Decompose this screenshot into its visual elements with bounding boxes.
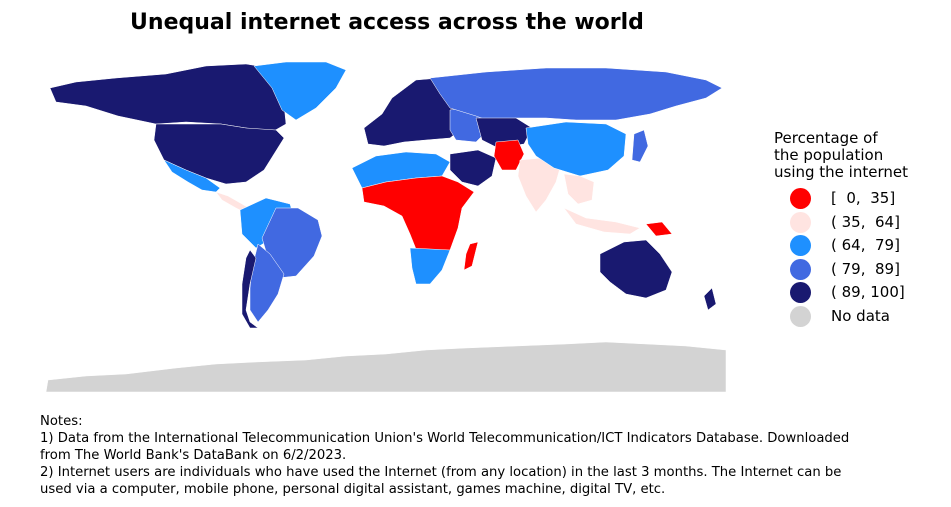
- region-russia: [429, 67, 723, 123]
- region-japan: [631, 129, 649, 163]
- notes-line-3: from The World Bank's DataBank on 6/2/20…: [40, 448, 347, 463]
- legend-title-line-2: the population: [774, 146, 884, 164]
- region-chile: [241, 249, 259, 329]
- region-sub-saharan-africa: [361, 175, 475, 255]
- legend-swatch: [790, 211, 811, 233]
- region-greenland: [253, 61, 347, 121]
- region-australia: [599, 239, 673, 299]
- region-north-america-north: [49, 63, 287, 133]
- legend-label: [ 0, 35]: [831, 189, 896, 208]
- legend-item-79-89: ( 79, 89]: [774, 258, 908, 282]
- legend-swatch: [790, 188, 811, 210]
- notes-line-4: 2) Internet users are individuals who ha…: [40, 465, 842, 480]
- legend-title-line-1: Percentage of: [774, 129, 878, 147]
- notes-line-1: Notes:: [40, 414, 83, 429]
- legend-item-35-64: ( 35, 64]: [774, 211, 908, 235]
- legend-swatch: [790, 282, 811, 304]
- legend-item-0-35: [ 0, 35]: [774, 187, 908, 211]
- region-new-zealand: [703, 287, 717, 311]
- region-southeast-asia: [563, 173, 595, 205]
- region-indonesia: [563, 207, 641, 235]
- legend-label: ( 79, 89]: [831, 259, 900, 278]
- legend: Percentage of the population using the i…: [774, 130, 908, 328]
- legend-title-line-3: using the internet: [774, 163, 908, 181]
- region-afghanistan-pakistan: [493, 139, 525, 171]
- world-map: [46, 61, 726, 392]
- legend-title: Percentage of the population using the i…: [774, 130, 908, 181]
- legend-label: ( 89, 100]: [831, 283, 905, 302]
- legend-swatch: [790, 258, 811, 280]
- region-papua: [645, 221, 673, 237]
- region-middle-east: [449, 149, 497, 187]
- legend-label: No data: [831, 306, 890, 325]
- region-usa: [153, 123, 285, 185]
- region-antarctica: [46, 341, 726, 392]
- map-title: Unequal internet access across the world: [130, 10, 644, 35]
- region-southern-africa: [409, 247, 451, 285]
- legend-item-89-100: ( 89, 100]: [774, 281, 908, 305]
- region-china: [525, 121, 627, 177]
- region-madagascar: [463, 241, 479, 271]
- notes-line-5: used via a computer, mobile phone, perso…: [40, 482, 666, 497]
- legend-label: ( 64, 79]: [831, 236, 900, 255]
- notes-line-2: 1) Data from the International Telecommu…: [40, 431, 850, 446]
- region-brazil: [261, 207, 323, 279]
- legend-swatch: [790, 305, 811, 327]
- legend-swatch: [790, 235, 811, 257]
- notes: Notes: 1) Data from the International Te…: [40, 413, 945, 498]
- legend-item-64-79: ( 64, 79]: [774, 234, 908, 258]
- legend-label: ( 35, 64]: [831, 212, 900, 231]
- legend-item-no-data: No data: [774, 305, 908, 329]
